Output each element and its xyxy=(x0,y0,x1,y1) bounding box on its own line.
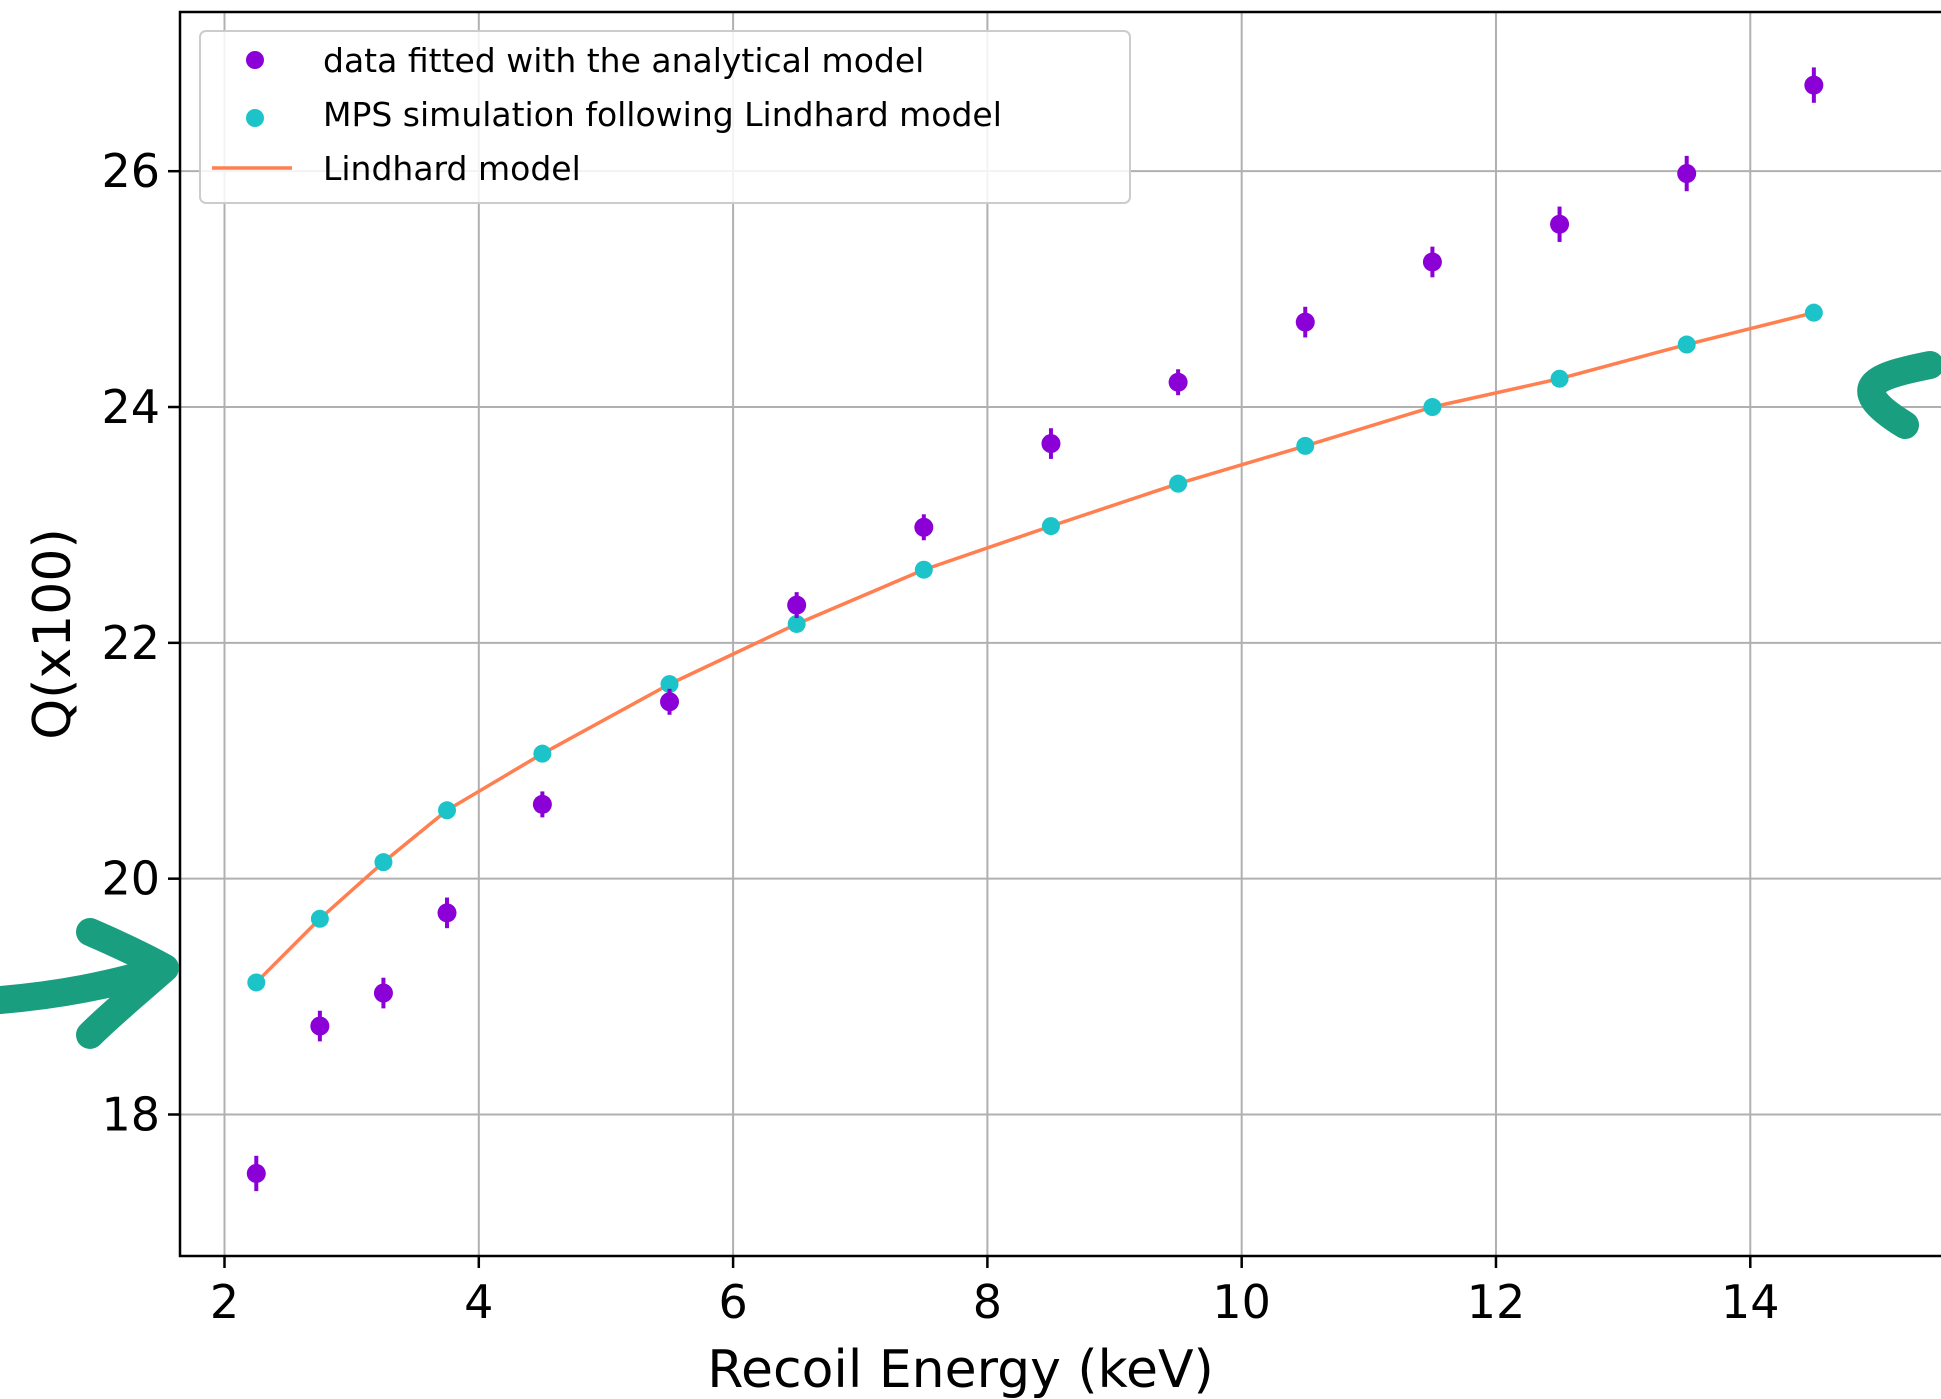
data-point xyxy=(532,794,552,814)
mps-simulation-point xyxy=(660,675,679,694)
annotation-arrow-left xyxy=(0,918,179,1049)
data-point xyxy=(1550,214,1570,234)
y-tick-label: 20 xyxy=(101,852,160,906)
data-point xyxy=(914,517,934,537)
data-points-layer xyxy=(246,67,1824,1192)
mps-simulation-point xyxy=(787,614,806,633)
data-point xyxy=(437,903,457,923)
mps-simulation-point xyxy=(1041,517,1060,536)
legend: data fitted with the analytical model MP… xyxy=(199,30,1131,204)
legend-label-data-fitted: data fitted with the analytical model xyxy=(323,41,924,80)
mps-simulation-point xyxy=(914,560,933,579)
legend-marker-data-fitted xyxy=(246,51,264,69)
mps-simulation-point xyxy=(1296,436,1315,455)
x-axis-label: Recoil Energy (keV) xyxy=(707,1340,1214,1399)
data-point xyxy=(310,1016,330,1036)
mps-simulation-point xyxy=(1804,303,1823,322)
y-tick-label: 22 xyxy=(101,616,160,670)
lindhard-model-curve-layer xyxy=(255,310,1815,984)
x-tick-label: 2 xyxy=(210,1275,239,1329)
data-point xyxy=(1804,75,1824,95)
annotation-arrow-right xyxy=(1857,351,1941,439)
legend-box xyxy=(199,30,1131,204)
legend-marker-mps-simulation xyxy=(246,109,264,127)
x-tick-label: 12 xyxy=(1467,1275,1526,1329)
mps-simulation-point xyxy=(1423,398,1442,417)
data-point xyxy=(660,692,680,712)
y-tick-label: 24 xyxy=(101,380,160,434)
mps-simulation-point xyxy=(374,853,393,872)
mps-simulation-point xyxy=(247,973,266,992)
plot-frame xyxy=(178,10,1941,1258)
mps-simulation-point xyxy=(533,744,552,763)
data-point xyxy=(373,983,393,1003)
mps-simulation-point xyxy=(1550,369,1569,388)
legend-label-lindhard-model: Lindhard model xyxy=(323,149,581,188)
mps-simulation-point xyxy=(1677,335,1696,354)
data-point xyxy=(1295,312,1315,332)
x-tick-label: 8 xyxy=(973,1275,1002,1329)
mps-simulation-point xyxy=(310,909,329,928)
data-point xyxy=(1168,372,1188,392)
data-point xyxy=(1041,434,1061,454)
y-tick-label: 18 xyxy=(101,1088,160,1142)
x-tick-label: 10 xyxy=(1212,1275,1271,1329)
data-point xyxy=(787,595,807,615)
y-axis-label: Q(x100) xyxy=(23,528,83,740)
lindhard-model-line xyxy=(255,310,1815,984)
data-point xyxy=(1422,252,1442,272)
x-tick-label: 4 xyxy=(464,1275,493,1329)
y-tick-label: 26 xyxy=(101,144,160,198)
legend-label-mps-simulation: MPS simulation following Lindhard model xyxy=(323,95,1002,134)
x-tick-label: 6 xyxy=(718,1275,747,1329)
mps-simulation-point xyxy=(1169,474,1188,493)
mps-simulation-point xyxy=(438,801,457,820)
data-point xyxy=(246,1163,266,1183)
x-tick-label: 14 xyxy=(1721,1275,1780,1329)
data-point xyxy=(1677,164,1697,184)
